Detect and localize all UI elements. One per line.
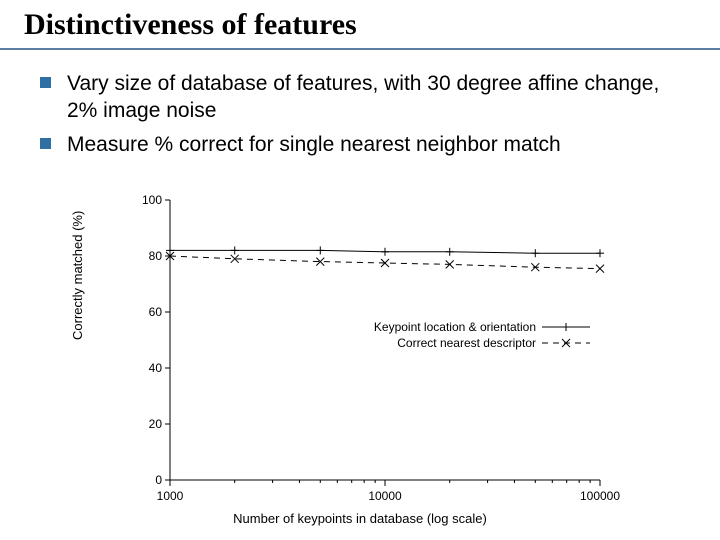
chart-container: 020406080100100010000100000 Correctly ma…: [100, 190, 620, 530]
svg-text:100: 100: [142, 193, 162, 207]
x-axis-label: Number of keypoints in database (log sca…: [100, 511, 620, 526]
legend-item: Keypoint location & orientation: [300, 320, 590, 334]
svg-text:1000: 1000: [157, 489, 184, 503]
legend-sample: [542, 336, 590, 350]
line-chart: 0 20 40 60 80 100 1000 10000 100000: [100, 190, 620, 530]
legend-item: Correct nearest descriptor: [300, 336, 590, 350]
bullet-item: Vary size of database of features, with …: [40, 70, 680, 125]
bullet-list: Vary size of database of features, with …: [40, 70, 680, 164]
svg-text:60: 60: [149, 305, 163, 319]
legend-sample: [542, 320, 590, 334]
svg-text:100000: 100000: [580, 489, 620, 503]
y-axis-label: Correctly matched (%): [70, 211, 85, 340]
svg-text:0: 0: [155, 473, 162, 487]
svg-text:10000: 10000: [368, 489, 402, 503]
title-underline: [0, 48, 720, 50]
square-bullet-icon: [40, 77, 51, 88]
legend-label: Correct nearest descriptor: [397, 336, 536, 350]
chart-legend: Keypoint location & orientation Correct n…: [300, 320, 590, 352]
bullet-item: Measure % correct for single nearest nei…: [40, 131, 680, 158]
slide-title: Distinctiveness of features: [24, 8, 357, 42]
svg-text:20: 20: [149, 417, 163, 431]
svg-text:40: 40: [149, 361, 163, 375]
bullet-text: Measure % correct for single nearest nei…: [67, 131, 561, 158]
bullet-text: Vary size of database of features, with …: [67, 70, 680, 125]
square-bullet-icon: [40, 138, 51, 149]
svg-text:80: 80: [149, 249, 163, 263]
legend-label: Keypoint location & orientation: [374, 320, 536, 334]
